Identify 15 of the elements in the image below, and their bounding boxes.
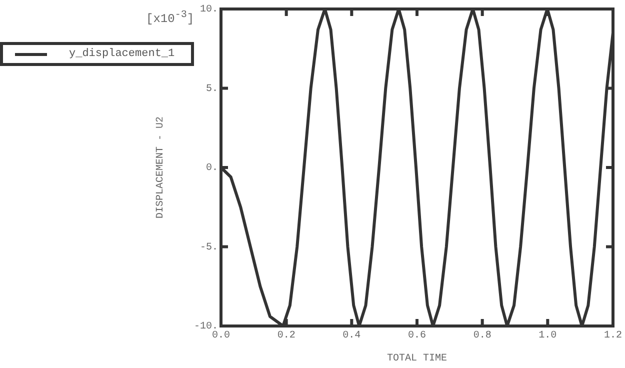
x-tick-label: 1.0	[538, 330, 557, 342]
y-axis-title: DISPLACEMENT - U2	[156, 116, 167, 219]
y-tick-label: -5.	[200, 242, 218, 254]
y-tick-label: 5.	[206, 84, 218, 95]
x-tick-label: 1.2	[604, 330, 622, 342]
y-tick-label: 0.	[206, 163, 218, 174]
x-tick-label: 0.2	[277, 330, 296, 342]
x-tick-label: 0.0	[212, 330, 230, 342]
text: [x10$^{-3}$]	[146, 10, 194, 26]
x-axis-title: TOTAL TIME	[386, 354, 448, 365]
legend-label: y_displacement_1	[69, 48, 175, 60]
y-tick-label: 10.	[200, 4, 218, 16]
x-tick-label: 0.8	[473, 330, 492, 342]
x-tick-label: 0.6	[408, 330, 426, 342]
x-tick-label: 0.4	[342, 330, 361, 342]
